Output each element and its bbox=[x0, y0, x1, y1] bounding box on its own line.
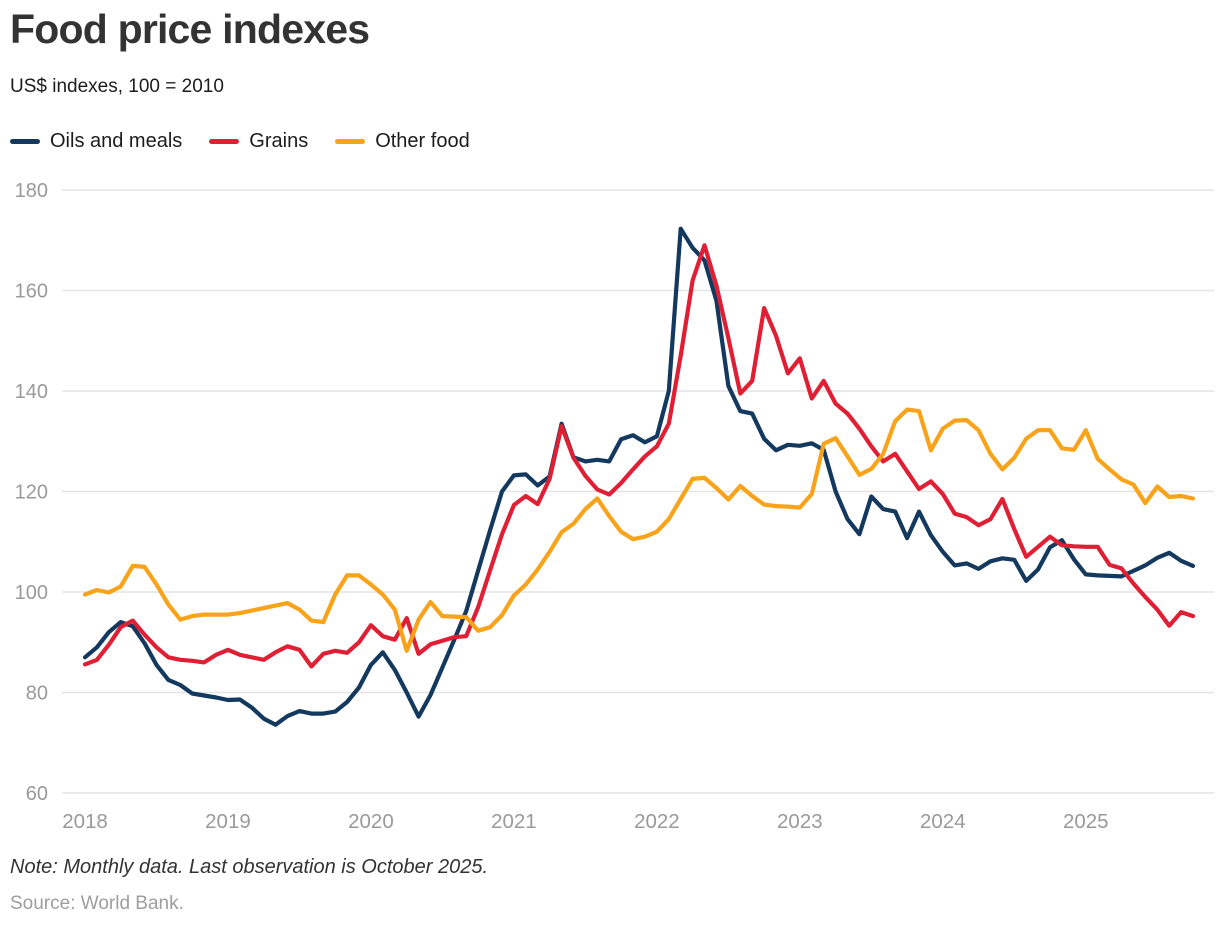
y-axis-tick-label: 60 bbox=[26, 783, 48, 805]
legend-item-oils-and-meals: Oils and meals bbox=[10, 130, 182, 153]
legend-swatch-icon bbox=[335, 139, 366, 144]
legend-swatch-icon bbox=[209, 139, 240, 144]
x-axis-tick-label: 2018 bbox=[62, 810, 108, 833]
page-title: Food price indexes bbox=[10, 6, 370, 52]
series-line-grains bbox=[82, 243, 1196, 669]
x-axis-tick-label: 2019 bbox=[205, 810, 251, 833]
chart-legend: Oils and meals Grains Other food bbox=[10, 130, 497, 153]
y-axis-tick-label: 80 bbox=[26, 683, 48, 705]
y-axis-tick-label: 100 bbox=[15, 582, 48, 604]
chart-subtitle: US$ indexes, 100 = 2010 bbox=[10, 76, 224, 97]
chart-source: Source: World Bank. bbox=[10, 893, 184, 914]
y-axis-tick-label: 160 bbox=[15, 281, 48, 303]
legend-label: Other food bbox=[375, 130, 470, 152]
y-axis-tick-label: 140 bbox=[15, 381, 48, 403]
x-axis-tick-label: 2023 bbox=[777, 810, 823, 833]
x-axis-tick-label: 2022 bbox=[634, 810, 680, 833]
x-axis-tick-label: 2024 bbox=[920, 810, 966, 833]
legend-label: Grains bbox=[249, 130, 309, 152]
series-line-oils-and-meals bbox=[82, 226, 1196, 727]
legend-swatch-icon bbox=[10, 139, 40, 144]
x-axis-tick-label: 2020 bbox=[348, 810, 394, 833]
legend-label: Oils and meals bbox=[50, 130, 183, 152]
legend-item-grains: Grains bbox=[209, 130, 308, 153]
x-axis-tick-label: 2025 bbox=[1063, 810, 1109, 833]
legend-item-other-food: Other food bbox=[335, 130, 470, 153]
chart-note: Note: Monthly data. Last observation is … bbox=[10, 856, 489, 878]
y-axis-tick-label: 180 bbox=[15, 180, 48, 202]
x-axis-tick-label: 2021 bbox=[491, 810, 537, 833]
series-line-other-food bbox=[82, 407, 1196, 653]
y-axis-tick-label: 120 bbox=[15, 482, 48, 504]
